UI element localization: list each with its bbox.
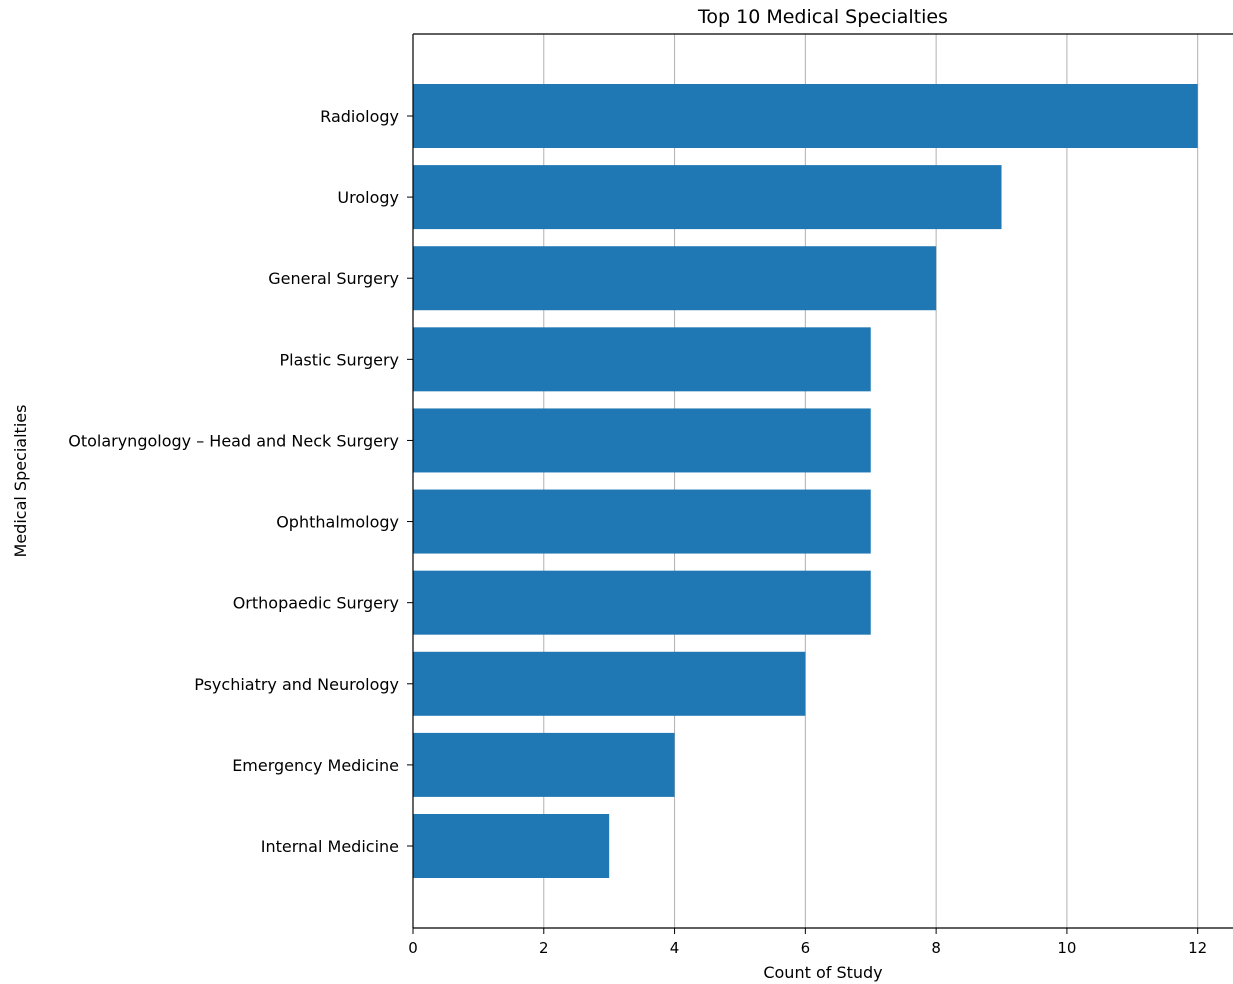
bar bbox=[413, 651, 806, 716]
x-tick-label: 6 bbox=[801, 939, 811, 957]
bar bbox=[413, 246, 937, 311]
x-tick-label: 8 bbox=[931, 939, 941, 957]
bar bbox=[413, 489, 871, 554]
y-tick-label: General Surgery bbox=[268, 269, 399, 288]
x-tick-label: 12 bbox=[1188, 939, 1207, 957]
bar bbox=[413, 327, 871, 392]
y-tick-label: Internal Medicine bbox=[261, 837, 399, 856]
y-tick-label: Ophthalmology bbox=[276, 513, 399, 532]
axes bbox=[412, 33, 1233, 929]
y-tick-label: Radiology bbox=[320, 107, 399, 126]
bars bbox=[413, 84, 1198, 878]
y-tick-label: Plastic Surgery bbox=[280, 350, 399, 369]
y-axis-label: Medical Specialties bbox=[11, 405, 30, 558]
y-tick-label: Urology bbox=[337, 188, 399, 207]
bar bbox=[413, 165, 1002, 230]
y-tick-label: Otolaryngology – Head and Neck Surgery bbox=[68, 431, 399, 450]
bar bbox=[413, 408, 871, 473]
y-tick-label: Emergency Medicine bbox=[232, 756, 399, 775]
x-tick-label: 10 bbox=[1057, 939, 1076, 957]
y-tick-label: Orthopaedic Surgery bbox=[233, 594, 399, 613]
x-axis-label: Count of Study bbox=[763, 963, 882, 982]
ticks: 0 2 4 6 8 10 12 Radiology Urology General Surgery… bbox=[68, 107, 1207, 957]
x-tick-label: 4 bbox=[670, 939, 680, 957]
bar bbox=[413, 570, 871, 635]
bar bbox=[413, 732, 675, 797]
y-tick-label: Psychiatry and Neurology bbox=[194, 675, 399, 694]
x-tick-label: 2 bbox=[539, 939, 549, 957]
x-tick-label: 0 bbox=[408, 939, 418, 957]
chart-title: Top 10 Medical Specialties bbox=[697, 6, 948, 28]
bar bbox=[413, 814, 610, 878]
bar bbox=[413, 84, 1198, 148]
